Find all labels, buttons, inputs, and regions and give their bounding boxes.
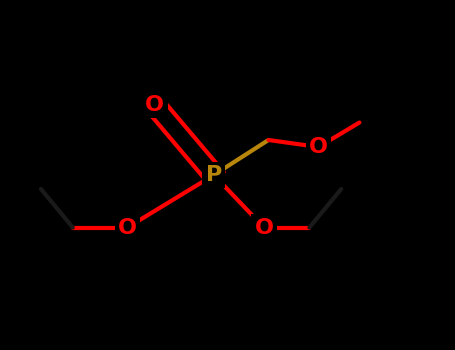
Text: O: O — [309, 137, 328, 157]
Text: P: P — [206, 165, 222, 185]
Text: O: O — [145, 95, 164, 115]
Text: O: O — [254, 217, 273, 238]
Text: O: O — [118, 217, 137, 238]
